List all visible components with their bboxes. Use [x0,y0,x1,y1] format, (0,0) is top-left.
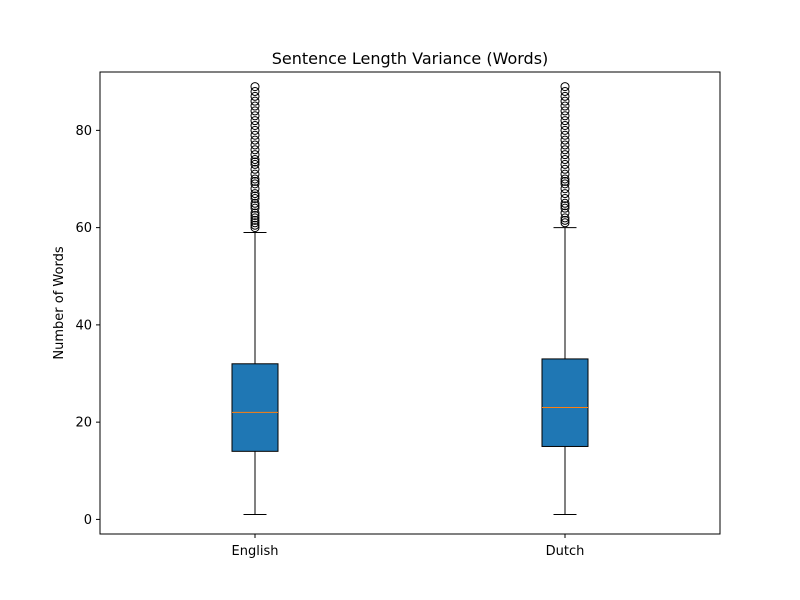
outlier-point [560,125,570,135]
outlier-point [560,164,570,174]
outlier-point [560,198,570,208]
outlier-point [250,157,260,167]
outlier-point [560,135,570,145]
outlier-point [560,169,570,179]
outlier-point [560,116,570,126]
outlier-point [250,155,260,165]
outlier-point [560,120,570,130]
y-tick-label: 80 [75,124,92,139]
outlier-point [250,174,260,184]
outlier-point [560,150,570,160]
outlier-point [250,213,260,223]
outlier-point [560,130,570,140]
outlier-point [250,111,260,121]
outlier-point [250,220,260,230]
chart-title: Sentence Length Variance (Words) [272,49,549,68]
y-tick-label: 0 [84,513,92,528]
y-tick-label: 20 [75,416,92,431]
outlier-point [560,106,570,116]
outlier-point [560,189,570,199]
outlier-point [560,215,570,225]
y-tick-label: 60 [75,221,92,236]
outlier-point [250,116,260,126]
outlier-point [560,86,570,96]
outlier-point [560,155,570,165]
outlier-point [250,191,260,201]
outlier-point [560,145,570,155]
outlier-point [250,150,260,160]
outlier-point [250,96,260,106]
outlier-point [560,82,570,92]
outlier-point [250,223,260,233]
outlier-point [250,169,260,179]
outlier-point [250,82,260,92]
outlier-point [250,135,260,145]
outlier-point [250,125,260,135]
outlier-point [560,201,570,211]
plot-frame [99,71,721,535]
outlier-point [560,203,570,213]
outlier-point [250,101,260,111]
outlier-point [250,184,260,194]
x-tick-label: English [232,544,279,559]
outlier-point [250,215,260,225]
outlier-point [250,145,260,155]
outlier-point [250,164,260,174]
plot-area: 0 20 40 60 80 English Dutch [75,82,589,559]
outlier-point [250,86,260,96]
outlier-point [560,91,570,101]
y-tick-label: 40 [75,318,92,333]
outlier-point [250,193,260,203]
outlier-point [250,198,260,208]
outlier-point [250,120,260,130]
outlier-point [560,101,570,111]
outlier-point [560,193,570,203]
outlier-point [250,203,260,213]
outlier-point [560,96,570,106]
outlier-point [250,210,260,220]
outlier-point [560,184,570,194]
outlier-point [560,208,570,218]
outlier-point [250,176,260,186]
box-english [231,363,279,452]
outlier-point [250,201,260,211]
outlier-point [250,189,260,199]
outlier-point [560,213,570,223]
outlier-point [560,179,570,189]
outlier-point [250,106,260,116]
outlier-point [250,91,260,101]
outlier-point [560,218,570,228]
outlier-point [560,140,570,150]
outlier-point [250,159,260,169]
x-tick-label: Dutch [546,544,585,559]
outlier-point [250,218,260,228]
outlier-point [560,159,570,169]
outlier-point [250,208,260,218]
outlier-point [560,174,570,184]
outlier-point [560,176,570,186]
y-axis-label: Number of Words [52,246,67,359]
outlier-point [250,140,260,150]
box-dutch [541,358,589,447]
outlier-point [250,179,260,189]
outlier-point [560,111,570,121]
outlier-point [250,130,260,140]
